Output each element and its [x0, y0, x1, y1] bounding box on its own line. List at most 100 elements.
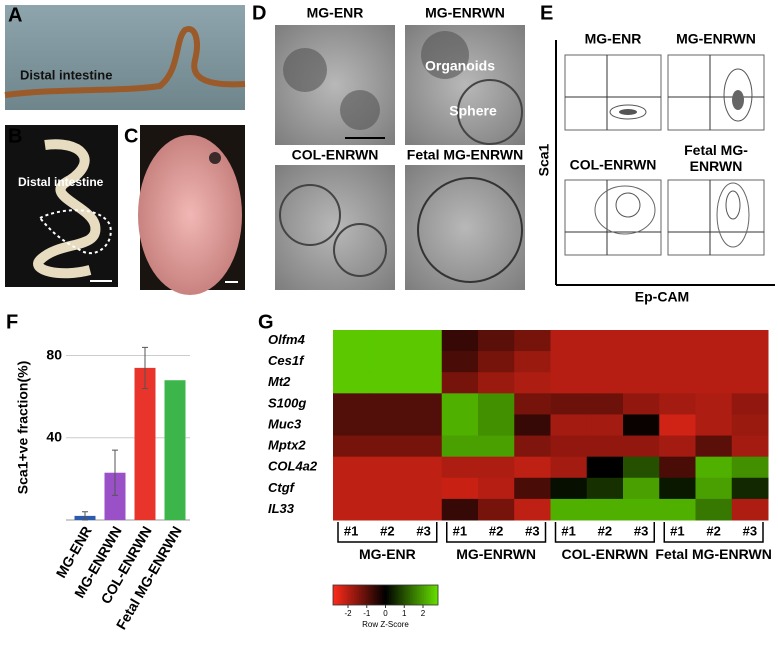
colorbar-step	[357, 585, 360, 605]
heatmap-cell	[731, 393, 769, 415]
sphere	[457, 79, 523, 145]
heatmap-cell	[623, 351, 660, 373]
micrograph-title: Fetal MG-ENRWN	[407, 147, 523, 163]
heatmap-cell	[731, 372, 769, 394]
photo-label: Distal intestine	[20, 67, 112, 82]
colorbar-tick-label: 2	[421, 609, 426, 618]
heatmap-cell	[659, 477, 696, 500]
bar	[164, 380, 186, 520]
colorbar-step	[378, 585, 381, 605]
panel-letter: E	[540, 2, 553, 24]
colorbar-step	[420, 585, 423, 605]
heatmap-cell	[550, 414, 588, 437]
panel-letter: F	[6, 311, 18, 333]
error-bar	[82, 511, 88, 521]
colorbar-step	[415, 585, 418, 605]
colorbar-step	[392, 585, 395, 605]
heatmap-cell	[369, 351, 406, 373]
outline	[39, 209, 112, 255]
colorbar-tick-label: 0	[383, 609, 388, 618]
colorbar-step	[382, 585, 385, 605]
group-label: COL-ENRWN	[561, 546, 649, 562]
colorbar-step	[366, 585, 369, 605]
heatmap-cell	[441, 456, 479, 479]
heatmap-cell	[731, 414, 769, 437]
heatmap-cell	[369, 330, 406, 352]
heatmap-cell	[586, 330, 624, 352]
heatmap-cell	[405, 330, 443, 352]
sphere	[279, 184, 341, 246]
colorbar-step	[422, 585, 425, 605]
panel-letter: A	[8, 4, 22, 26]
column-label: #1	[453, 523, 467, 538]
flow-plot	[667, 179, 765, 256]
heatmap-cell	[369, 414, 406, 437]
heatmap-cell	[478, 414, 515, 437]
panel-letter: B	[8, 125, 22, 147]
colorbar-step	[359, 585, 362, 605]
panel-letter: G	[258, 311, 274, 333]
heatmap-cell	[405, 351, 443, 373]
row-label: IL33	[268, 501, 295, 516]
heatmap-cell	[441, 372, 479, 394]
heatmap-cell	[478, 498, 515, 521]
error-bar	[112, 449, 118, 496]
colorbar-step	[424, 585, 427, 605]
organoid	[421, 31, 469, 79]
photo-label: Distal intestine	[18, 175, 104, 189]
embryo	[138, 135, 242, 295]
colorbar-step	[401, 585, 404, 605]
heatmap-cell	[333, 456, 370, 479]
colorbar-step	[352, 585, 355, 605]
colorbar-step	[387, 585, 390, 605]
heatmap-cell	[514, 330, 551, 352]
column-label: #3	[416, 523, 430, 538]
column-label: #1	[561, 523, 575, 538]
colorbar-step	[345, 585, 348, 605]
heatmap-cell	[586, 477, 624, 500]
heatmap-cell	[695, 414, 733, 437]
heatmap-cell	[405, 372, 443, 394]
column-label: #2	[380, 523, 394, 538]
colorbar-tick-label: -1	[363, 609, 371, 618]
heatmap-cell	[659, 456, 696, 479]
flow-plot	[564, 179, 662, 256]
organoid	[283, 48, 327, 92]
contour	[716, 182, 750, 248]
colorbar-step	[418, 585, 421, 605]
heatmap-cell	[405, 435, 443, 458]
heatmap-cell	[441, 498, 479, 521]
heatmap-cell	[731, 498, 769, 521]
colorbar-step	[397, 585, 400, 605]
heatmap-cell	[695, 330, 733, 352]
row-label: Muc3	[268, 416, 302, 431]
heatmap-cell	[731, 330, 769, 352]
contour	[723, 68, 753, 122]
heatmap-cell	[405, 456, 443, 479]
colorbar-step	[373, 585, 376, 605]
heatmap-cell	[659, 393, 696, 415]
colorbar-step	[343, 585, 346, 605]
colorbar-step	[431, 585, 434, 605]
colorbar-step	[375, 585, 378, 605]
heatmap-cell	[550, 330, 588, 352]
colorbar-step	[338, 585, 341, 605]
heatmap-cell	[369, 477, 406, 500]
heatmap-cell	[695, 372, 733, 394]
group-bracket	[337, 522, 438, 543]
flow-title: Fetal MG-ENRWN	[684, 142, 748, 174]
micrograph-title: MG-ENR	[307, 5, 364, 21]
heatmap-cell	[695, 477, 733, 500]
colorbar-step	[347, 585, 350, 605]
heatmap-cell	[623, 456, 660, 479]
colorbar-step	[427, 585, 430, 605]
heatmap-cell	[586, 372, 624, 394]
group-label: MG-ENRWN	[456, 546, 537, 562]
colorbar-step	[333, 585, 336, 605]
colorbar-step	[408, 585, 411, 605]
heatmap-cell	[731, 435, 769, 458]
heatmap-cell	[478, 372, 515, 394]
colorbar-step	[425, 585, 428, 605]
micrograph-label: Organoids	[425, 58, 495, 74]
heatmap-cell	[369, 435, 406, 458]
